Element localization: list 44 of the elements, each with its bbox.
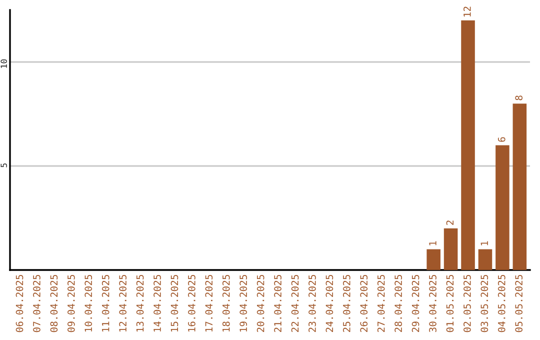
x-tick-label: 20.04.2025 — [256, 274, 264, 332]
x-tick-label: 27.04.2025 — [377, 274, 385, 332]
x-tick-label: 26.04.2025 — [360, 274, 368, 332]
x-tick-label: 01.05.2025 — [446, 274, 454, 332]
x-tick-label: 16.04.2025 — [188, 274, 196, 332]
data-label: 2 — [446, 220, 454, 225]
x-tick-label: 10.04.2025 — [84, 274, 92, 332]
bar — [444, 228, 458, 270]
x-tick-label: 14.04.2025 — [154, 274, 161, 332]
y-tick-label: 10 — [0, 59, 7, 68]
data-label: 12 — [464, 6, 471, 16]
data-label: 1 — [480, 241, 488, 246]
x-tick-label: 25.04.2025 — [342, 274, 350, 332]
x-tick-label: 05.05.2025 — [515, 274, 523, 332]
bar — [512, 104, 527, 270]
x-tick-label: 21.04.2025 — [274, 274, 282, 332]
x-tick-label: 02.05.2025 — [464, 274, 471, 332]
x-tick-label: 22.04.2025 — [291, 274, 299, 332]
bar — [496, 145, 510, 270]
x-tick-label: 03.05.2025 — [480, 274, 488, 332]
x-tick-label: 29.04.2025 — [412, 274, 420, 332]
x-tick-label: 30.04.2025 — [429, 274, 436, 332]
x-tick-label: 24.04.2025 — [326, 274, 334, 332]
y-tick-label: 5 — [0, 163, 7, 168]
x-tick-label: 23.04.2025 — [308, 274, 316, 332]
x-tick-label: 13.04.2025 — [136, 274, 144, 332]
bar — [478, 249, 492, 270]
data-label: 6 — [498, 137, 506, 142]
x-tick-label: 18.04.2025 — [222, 274, 230, 332]
x-tick-label: 15.04.2025 — [170, 274, 178, 332]
bar — [461, 20, 475, 270]
x-tick-label: 11.04.2025 — [102, 274, 110, 332]
x-tick-label: 17.04.2025 — [205, 274, 213, 332]
x-tick-label: 28.04.2025 — [394, 274, 402, 332]
bar — [426, 249, 440, 270]
x-tick-label: 04.05.2025 — [498, 274, 506, 332]
x-tick-label: 06.04.2025 — [16, 274, 24, 332]
data-label: 1 — [429, 241, 436, 246]
x-tick-label: 07.04.2025 — [33, 274, 40, 332]
data-label: 8 — [515, 96, 523, 100]
x-tick-label: 12.04.2025 — [119, 274, 126, 332]
x-tick-label: 09.04.2025 — [67, 274, 75, 332]
x-tick-label: 08.04.2025 — [50, 274, 58, 332]
x-tick-label: 19.04.2025 — [240, 274, 248, 332]
